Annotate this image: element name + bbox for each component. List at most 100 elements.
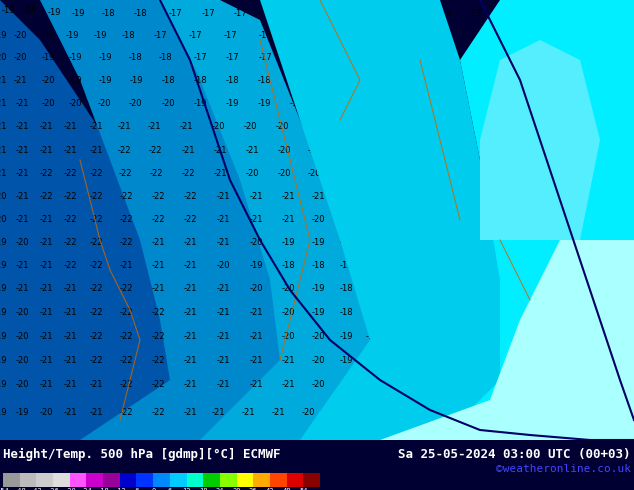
Text: -21: -21 [152, 261, 165, 270]
Text: -17: -17 [567, 52, 581, 62]
Text: -17: -17 [468, 8, 482, 18]
Text: -20: -20 [41, 75, 55, 84]
Text: -20: -20 [15, 332, 29, 341]
Text: -20: -20 [361, 146, 375, 154]
Text: ©weatheronline.co.uk: ©weatheronline.co.uk [496, 464, 631, 474]
Text: -22: -22 [89, 308, 103, 317]
Text: -21: -21 [216, 308, 230, 317]
Text: -20: -20 [275, 122, 288, 130]
Text: -17: -17 [168, 8, 182, 18]
Text: -18: -18 [491, 284, 505, 293]
Text: -21: -21 [249, 215, 262, 223]
Text: -21: -21 [0, 169, 7, 177]
Text: -18: -18 [365, 308, 378, 317]
Text: -18: -18 [413, 284, 427, 293]
Text: -18: -18 [389, 192, 403, 200]
Bar [186, 473, 204, 487]
Text: -20: -20 [311, 379, 325, 389]
Text: -17: -17 [201, 8, 215, 18]
Text: -21: -21 [216, 215, 230, 223]
Text: -18: -18 [133, 8, 147, 18]
Text: -17: -17 [479, 122, 493, 130]
Bar [120, 473, 136, 487]
Text: -21: -21 [63, 308, 77, 317]
Text: 54: 54 [299, 488, 307, 490]
Text: -17: -17 [413, 261, 427, 270]
Text: -16: -16 [323, 30, 337, 40]
Text: -22: -22 [119, 215, 133, 223]
Text: -18: -18 [461, 192, 475, 200]
Text: -21: -21 [39, 284, 53, 293]
Polygon shape [40, 0, 340, 440]
Text: -20: -20 [68, 98, 82, 107]
Text: -18: -18 [339, 284, 353, 293]
Text: -22: -22 [89, 238, 103, 246]
Text: -21: -21 [216, 379, 230, 389]
Text: -18: -18 [403, 408, 417, 416]
Text: -21: -21 [249, 379, 262, 389]
Text: -17: -17 [503, 122, 517, 130]
Text: -20: -20 [301, 408, 314, 416]
Text: -18: -18 [517, 308, 531, 317]
Text: -21: -21 [249, 332, 262, 341]
Text: -18: -18 [413, 332, 427, 341]
Text: -19: -19 [289, 98, 303, 107]
Text: -30: -30 [63, 488, 76, 490]
Text: -20: -20 [335, 169, 349, 177]
Text: -19: -19 [311, 308, 325, 317]
Text: -18: -18 [439, 261, 453, 270]
Text: -21: -21 [15, 261, 29, 270]
Text: -18: -18 [429, 408, 443, 416]
Text: -21: -21 [213, 146, 227, 154]
Text: -18: -18 [413, 308, 427, 317]
Text: -16: -16 [293, 8, 307, 18]
Text: -18: -18 [481, 146, 495, 154]
Text: -18: -18 [515, 238, 529, 246]
Text: -18: -18 [121, 30, 135, 40]
Text: -17: -17 [569, 98, 583, 107]
Text: -21: -21 [89, 146, 103, 154]
Text: -21: -21 [117, 122, 131, 130]
Text: -16: -16 [353, 8, 367, 18]
Text: -20: -20 [216, 261, 230, 270]
Text: -22: -22 [89, 284, 103, 293]
Text: -18: -18 [553, 169, 567, 177]
Text: -18: -18 [439, 332, 453, 341]
Text: -18: -18 [535, 192, 549, 200]
Text: -20: -20 [15, 308, 29, 317]
Text: -18: -18 [389, 261, 403, 270]
Text: -19: -19 [579, 169, 593, 177]
Text: -20: -20 [311, 332, 325, 341]
Text: -17: -17 [558, 30, 572, 40]
Text: -22: -22 [119, 379, 133, 389]
Text: -18: -18 [311, 261, 325, 270]
Text: -18: -18 [455, 408, 469, 416]
Text: -18: -18 [455, 122, 469, 130]
Text: -18: -18 [365, 261, 378, 270]
Text: -22: -22 [119, 192, 133, 200]
Text: -18: -18 [379, 408, 393, 416]
Text: -18: -18 [587, 192, 601, 200]
Text: +20: +20 [332, 122, 349, 130]
Text: -20: -20 [305, 122, 319, 130]
Text: -19: -19 [0, 284, 7, 293]
Text: -18: -18 [257, 75, 271, 84]
Text: -20: -20 [311, 356, 325, 365]
Text: -22: -22 [119, 238, 133, 246]
Text: 30: 30 [232, 488, 241, 490]
Text: -18: -18 [613, 8, 627, 18]
Text: -21: -21 [39, 308, 53, 317]
Polygon shape [480, 40, 600, 240]
Text: -19: -19 [0, 308, 7, 317]
Text: -19: -19 [339, 356, 353, 365]
Text: -17: -17 [376, 52, 390, 62]
Text: -18: -18 [318, 75, 332, 84]
Text: -19: -19 [93, 30, 107, 40]
Text: -22: -22 [89, 215, 103, 223]
Text: -17: -17 [371, 75, 385, 84]
Text: -16: -16 [438, 30, 452, 40]
Text: -20: -20 [361, 169, 375, 177]
Text: -19: -19 [359, 122, 373, 130]
Text: -21: -21 [152, 238, 165, 246]
Text: -22: -22 [89, 332, 103, 341]
